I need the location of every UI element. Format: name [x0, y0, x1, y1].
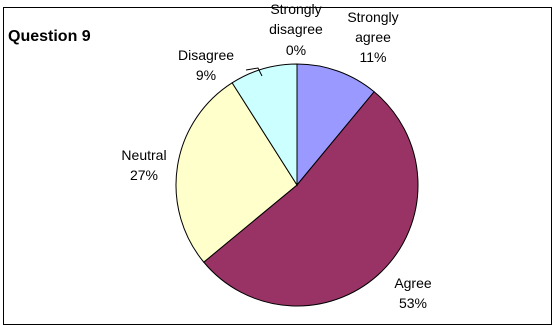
slice-label-agree: Agree [394, 275, 432, 291]
slice-percent-neutral: 27% [130, 167, 158, 183]
disagree-leader-line [245, 67, 263, 77]
pie-slice-strongly-agree [296, 63, 375, 187]
slice-label-disagree: Disagree [178, 47, 234, 63]
pie-slice-agree [203, 91, 419, 307]
pie-slice-disagree [231, 63, 298, 187]
slice-percent-strongly-disagree: 0% [286, 42, 306, 58]
chart-title: Question 9 [8, 28, 91, 45]
slice-percent-strongly-agree: 11% [360, 49, 387, 65]
slice-percent-agree: 53% [399, 295, 427, 311]
slice-label-strongly-disagree: Strongly disagree [269, 1, 323, 37]
slice-percent-disagree: 9% [196, 67, 216, 83]
pie-slice-neutral [175, 82, 298, 263]
slice-label-neutral: Neutral [121, 147, 166, 163]
slice-label-strongly-agree: Strongly agree [347, 9, 398, 45]
